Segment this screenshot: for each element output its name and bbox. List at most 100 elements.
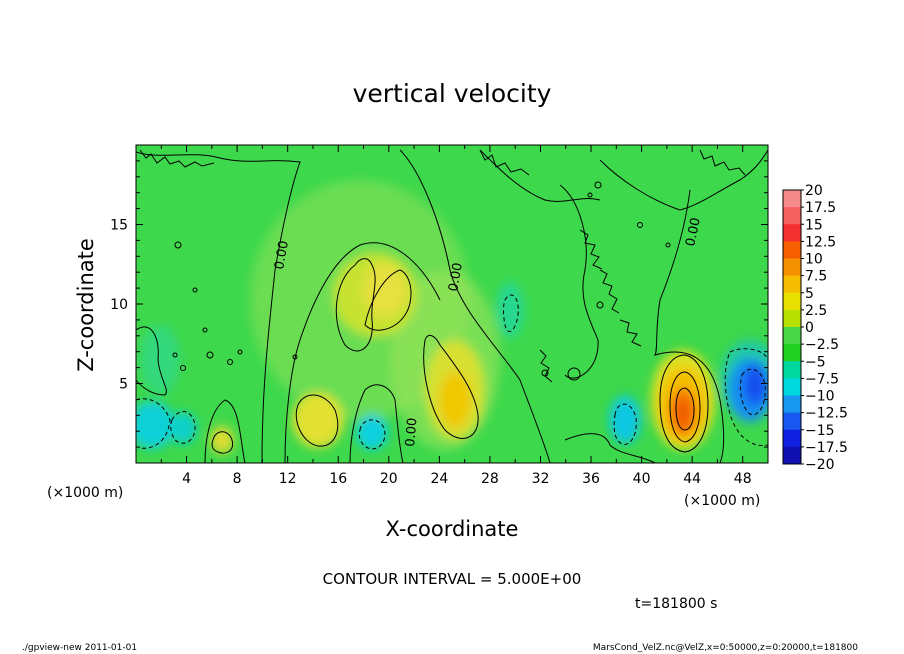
- colorbar-swatch: [783, 292, 801, 311]
- updraft-shading: [363, 264, 407, 316]
- colorbar-swatch: [783, 361, 801, 379]
- positive-contour: [335, 258, 376, 352]
- x-unit-label-right: (×1000 m): [684, 493, 760, 509]
- noise-contour: [599, 269, 620, 314]
- positive-contour: [423, 334, 479, 439]
- zero-contour: [284, 242, 441, 463]
- colorbar-label: 15: [805, 217, 823, 233]
- contour-label: 0.00: [683, 216, 704, 247]
- negative-contour: [739, 368, 766, 416]
- colorbar-label: −20: [805, 457, 835, 473]
- x-axis-label: X-coordinate: [386, 517, 519, 541]
- noise-contour: [479, 149, 530, 176]
- footer-left: ./gpview-new 2011-01-01: [22, 643, 137, 653]
- colorbar-label: −2.5: [805, 337, 839, 353]
- x-unit-label: (×1000 m): [47, 485, 123, 501]
- noise-contour: [579, 229, 603, 270]
- colorbar-label: −10: [805, 389, 835, 405]
- field-blobs: [136, 180, 768, 454]
- downdraft-shading: [356, 414, 388, 450]
- colorbar-label: 12.5: [805, 234, 836, 250]
- weak-downdraft-shading: [140, 325, 180, 395]
- zero-contour: [564, 433, 656, 463]
- noise-contour: [637, 222, 643, 228]
- noise-contour: [567, 367, 581, 381]
- positive-contour: [669, 371, 701, 443]
- x-tick-label: 20: [380, 471, 398, 487]
- positive-contour: [675, 387, 695, 431]
- noise-contour: [292, 354, 298, 360]
- x-tick-label: 12: [279, 471, 297, 487]
- contour-label: 0.00: [446, 262, 466, 293]
- x-tick-label: 32: [532, 471, 550, 487]
- colorbar-swatch: [783, 190, 801, 208]
- x-tick-label: 24: [430, 471, 448, 487]
- y-axis: 5 10 15: [110, 160, 768, 448]
- positive-contour: [659, 354, 709, 453]
- colorbar-label: 7.5: [805, 269, 827, 285]
- colorbar-swatch: [783, 275, 801, 294]
- colorbar-swatch: [783, 327, 801, 345]
- plot-area: 0.00 0.00 0.00 0.00: [136, 145, 768, 463]
- updraft-shading: [676, 400, 690, 428]
- colorbar-label: 5: [805, 286, 814, 302]
- x-tick-label: 8: [233, 471, 242, 487]
- colorbar-label: 20: [805, 183, 823, 199]
- chart-title: vertical velocity: [353, 79, 552, 108]
- contour-label: 0.00: [403, 417, 420, 447]
- negative-contour: [170, 411, 196, 444]
- zero-contour: [399, 149, 551, 463]
- contour-labels: 0.00 0.00 0.00 0.00: [272, 216, 704, 447]
- colorbar-swatch: [783, 241, 801, 259]
- noise-contour: [174, 241, 182, 249]
- negative-contour: [503, 294, 519, 333]
- x-tick-label: 40: [633, 471, 651, 487]
- noise-contour: [172, 352, 178, 358]
- colorbar-swatch: [783, 429, 801, 448]
- colorbar-swatch: [783, 344, 801, 362]
- zero-contour: [136, 326, 167, 396]
- x-tick-label: 48: [734, 471, 752, 487]
- x-tick-label: 44: [683, 471, 701, 487]
- colorbar-label: −17.5: [805, 440, 848, 456]
- updraft-shading: [439, 372, 471, 428]
- negative-contour: [613, 403, 637, 445]
- y-tick-label: 10: [110, 297, 128, 313]
- zero-contour: [136, 151, 301, 463]
- positive-contour: [364, 269, 412, 331]
- noise-contour: [541, 369, 549, 377]
- noise-contour: [206, 351, 214, 359]
- x-tick-label: 4: [182, 471, 191, 487]
- updraft-shading: [292, 392, 344, 448]
- noise-contour: [180, 365, 186, 371]
- noise-contour: [202, 327, 208, 333]
- colorbar-label: 2.5: [805, 303, 827, 319]
- colorbar-swatch: [783, 412, 801, 431]
- noise-contours: [139, 149, 746, 383]
- noise-contour: [699, 149, 746, 176]
- noise-contour: [539, 349, 553, 383]
- y-axis-label: Z-coordinate: [74, 238, 98, 372]
- colorbar-label: −15: [805, 423, 835, 439]
- negative-contour: [724, 348, 768, 447]
- contour-interval-text: CONTOUR INTERVAL = 5.000E+00: [323, 570, 582, 588]
- x-tick-label: 16: [329, 471, 347, 487]
- noise-contour: [192, 287, 198, 293]
- noise-contour: [587, 192, 593, 198]
- contour-label: 0.00: [272, 240, 292, 271]
- colorbar-label: 0: [805, 320, 814, 336]
- noise-contour: [139, 149, 215, 168]
- zero-contour: [653, 189, 725, 463]
- x-tick-label: 28: [481, 471, 499, 487]
- time-text: t=181800 s: [635, 596, 717, 612]
- zero-contour: [204, 399, 246, 463]
- x-tick-label: 36: [582, 471, 600, 487]
- noise-contour: [619, 319, 642, 347]
- negative-contours: [136, 294, 768, 450]
- y-tick-label: 15: [110, 218, 128, 234]
- colorbar-swatch: [783, 309, 801, 328]
- noise-contour: [665, 242, 671, 248]
- noise-contour: [594, 181, 602, 189]
- colorbar-label: −7.5: [805, 371, 839, 387]
- colorbar-swatch: [783, 378, 801, 396]
